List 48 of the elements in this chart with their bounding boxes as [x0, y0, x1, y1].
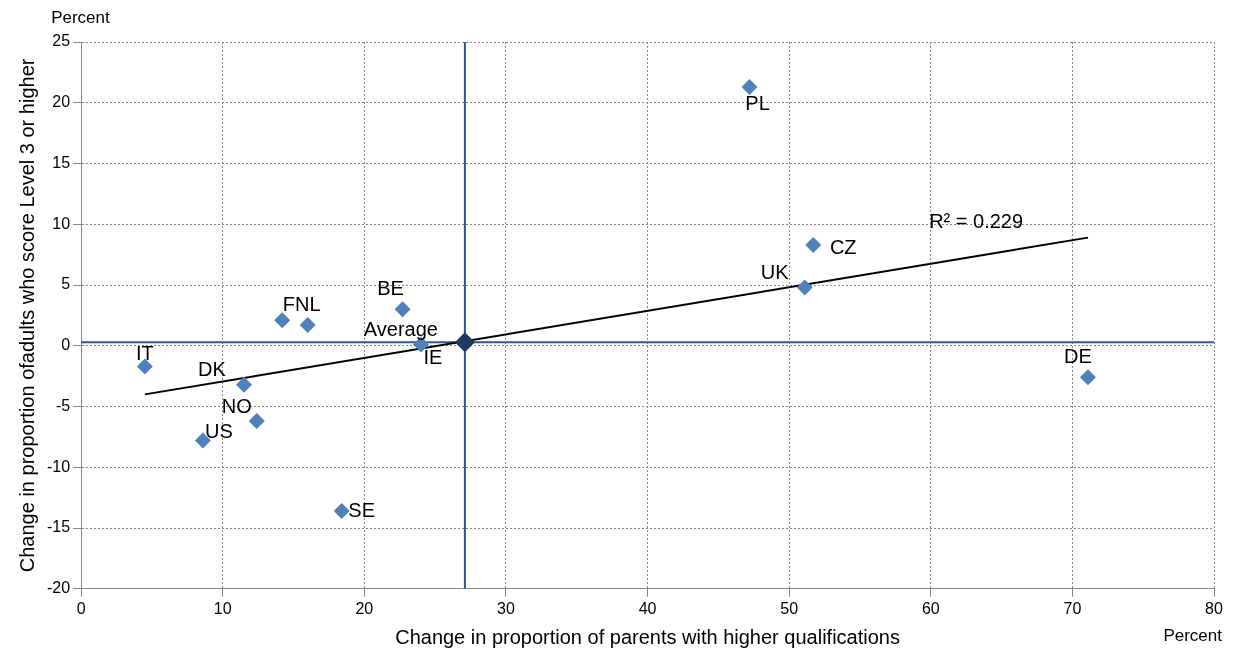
text: Percent	[51, 7, 110, 27]
x-tick-label: 30	[497, 599, 515, 617]
y-tick-label: 0	[61, 336, 71, 354]
y-axis-title: Change in proportion ofadults who score Level 3 or higher	[15, 58, 38, 573]
annotation: SE	[348, 498, 376, 521]
point	[274, 312, 291, 329]
y-tick-label: 10	[52, 214, 71, 232]
annotation: UK	[760, 260, 790, 283]
x-tick-label: 10	[213, 599, 232, 617]
point	[741, 78, 758, 95]
text: Percent	[1163, 626, 1223, 646]
point	[454, 332, 475, 353]
point	[394, 301, 411, 318]
annotation: DK	[198, 358, 227, 381]
y-tick-label: -15	[47, 518, 71, 536]
annotation: Average	[363, 317, 438, 340]
x-tick-label: 40	[638, 599, 657, 617]
x-tick-label: 20	[355, 599, 374, 617]
annotation: R² = 0.229	[929, 209, 1024, 232]
y-tick-label: 25	[52, 32, 71, 50]
y-tick-label: 5	[61, 275, 71, 293]
x-axis-title: Change in proportion of parents with higher qualifications	[395, 625, 900, 648]
y-tick-label: -10	[47, 457, 71, 475]
annotation: NO	[221, 394, 252, 417]
annotation: US	[205, 420, 233, 443]
annotation: FNL	[282, 292, 321, 315]
y-tick-label: -5	[55, 396, 71, 414]
annotation: BE	[377, 276, 404, 299]
x-tick-label: 60	[921, 599, 940, 617]
y-tick-label: 15	[52, 153, 71, 171]
x-tick-label: 50	[780, 599, 799, 617]
x-tick-label: 80	[1205, 599, 1223, 617]
x-tick-label: 70	[1063, 599, 1082, 617]
point	[248, 413, 265, 430]
x-tick-label: 0	[76, 599, 86, 617]
y-tick-label: -20	[47, 579, 71, 597]
point	[235, 376, 252, 393]
annotation: CZ	[829, 236, 857, 259]
point	[1079, 369, 1096, 386]
point	[796, 279, 813, 296]
y-tick-label: 20	[52, 93, 71, 111]
annotation: IE	[423, 346, 443, 369]
annotation: PL	[745, 92, 770, 115]
point	[333, 503, 350, 520]
point	[805, 236, 822, 253]
annotation: DE	[1064, 344, 1092, 367]
point	[299, 317, 316, 334]
annotation: IT	[135, 341, 154, 364]
